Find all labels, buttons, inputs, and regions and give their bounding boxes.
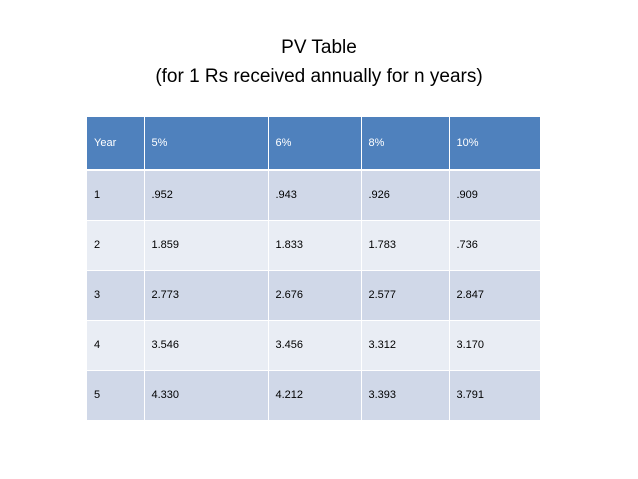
table-row: 5 4.330 4.212 3.393 3.791 <box>87 370 540 421</box>
cell-value: .736 <box>449 220 540 271</box>
cell-value: 3.170 <box>449 320 540 371</box>
table-header-row: Year 5% 6% 8% 10% <box>87 117 540 171</box>
cell-year: 3 <box>87 270 145 321</box>
cell-value: 3.393 <box>361 370 450 421</box>
header-rate-8: 8% <box>361 117 450 171</box>
table-row: 4 3.546 3.456 3.312 3.170 <box>87 320 540 371</box>
table-row: 3 2.773 2.676 2.577 2.847 <box>87 270 540 321</box>
cell-value: 4.330 <box>144 370 269 421</box>
table-row: 2 1.859 1.833 1.783 .736 <box>87 220 540 271</box>
cell-value: 2.847 <box>449 270 540 321</box>
cell-value: .926 <box>361 170 450 221</box>
table-row: 1 .952 .943 .926 .909 <box>87 170 540 221</box>
header-year: Year <box>87 117 145 171</box>
cell-value: 3.456 <box>268 320 362 371</box>
header-rate-10: 10% <box>449 117 540 171</box>
cell-value: 2.676 <box>268 270 362 321</box>
cell-year: 4 <box>87 320 145 371</box>
header-rate-5: 5% <box>144 117 269 171</box>
cell-value: 2.773 <box>144 270 269 321</box>
cell-value: 2.577 <box>361 270 450 321</box>
cell-value: 1.783 <box>361 220 450 271</box>
cell-value: 3.546 <box>144 320 269 371</box>
pv-table: Year 5% 6% 8% 10% 1 .952 .943 .926 .909 … <box>87 117 540 421</box>
cell-value: 1.859 <box>144 220 269 271</box>
cell-value: 3.791 <box>449 370 540 421</box>
slide-title: PV Table (for 1 Rs received annually for… <box>0 33 638 91</box>
title-main: PV Table <box>281 37 357 58</box>
cell-value: .909 <box>449 170 540 221</box>
cell-value: .943 <box>268 170 362 221</box>
cell-value: 4.212 <box>268 370 362 421</box>
cell-year: 1 <box>87 170 145 221</box>
header-rate-6: 6% <box>268 117 362 171</box>
cell-year: 2 <box>87 220 145 271</box>
cell-value: 1.833 <box>268 220 362 271</box>
cell-value: .952 <box>144 170 269 221</box>
cell-year: 5 <box>87 370 145 421</box>
title-subtitle: (for 1 Rs received annually for n years) <box>155 66 483 87</box>
cell-value: 3.312 <box>361 320 450 371</box>
